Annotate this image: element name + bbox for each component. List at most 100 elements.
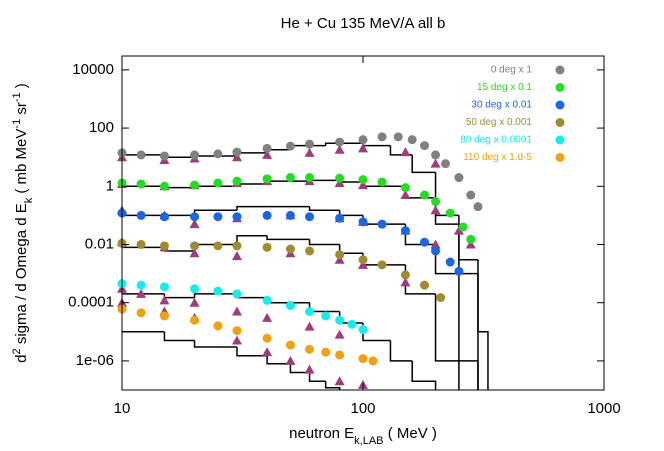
histogram-step [404, 264, 436, 295]
y-tick-label: 10000 [72, 61, 114, 78]
histogram-step [324, 142, 363, 146]
histogram-step [411, 360, 437, 390]
histogram-step [266, 235, 310, 241]
data-point [136, 308, 146, 318]
histogram-step [458, 273, 479, 390]
data-point [136, 210, 146, 220]
data-point [347, 319, 357, 329]
histogram-step [434, 293, 460, 390]
histogram-step [308, 206, 340, 212]
model-point [334, 329, 345, 339]
data-point [262, 210, 272, 220]
data-point [136, 280, 146, 290]
model-point [334, 144, 345, 154]
data-point [305, 139, 315, 149]
data-point [136, 150, 146, 160]
histogram-step [236, 293, 268, 299]
data-point [436, 293, 446, 303]
legend-label: 30 deg x 0.01 [471, 100, 532, 111]
legend-label: 110 deg x 1.d-5 [463, 152, 532, 163]
histogram-step [236, 234, 268, 245]
model-point [358, 180, 368, 190]
data-point [262, 242, 272, 252]
model-point [189, 219, 200, 229]
data-point [431, 197, 441, 207]
data-point [305, 173, 315, 183]
histogram-step [163, 293, 195, 299]
data-point [420, 141, 430, 151]
legend-marker [555, 153, 565, 162]
model-point [453, 225, 464, 235]
data-point [190, 284, 200, 294]
data-point [445, 208, 455, 218]
model-point [285, 355, 296, 365]
x-label-part: neutron E [289, 425, 354, 442]
data-point [232, 241, 242, 251]
model-point [304, 364, 315, 374]
y-label-part: sigma / d Omega d E [13, 203, 30, 348]
y-label-part: k [23, 197, 35, 203]
model-point [189, 297, 200, 307]
histogram-step [193, 293, 237, 298]
data-point [358, 135, 368, 145]
histogram-step [163, 247, 195, 252]
data-point [358, 354, 368, 364]
y-label-part: ( mb MeV [13, 129, 30, 198]
data-point [335, 350, 345, 360]
data-point [377, 132, 387, 142]
y-label-part: 2 [11, 348, 23, 354]
histogram-step [266, 355, 291, 365]
y-tick-label: 1 [106, 177, 114, 194]
y-label-part: -1 [11, 119, 23, 129]
data-point [368, 356, 378, 366]
data-point [358, 217, 368, 227]
histogram-step [324, 381, 341, 390]
data-point [232, 289, 242, 299]
histogram-step [289, 363, 310, 374]
legend-marker [555, 100, 565, 110]
data-point [213, 241, 223, 251]
data-point [159, 151, 169, 161]
model-point [189, 248, 200, 258]
y-label-part: ) [13, 83, 30, 92]
y-axis-label: d2 sigma / d Omega d Ek ( mb MeV-1 sr-1 … [11, 83, 35, 363]
data-point [213, 321, 223, 331]
model-point [465, 239, 476, 249]
data-point [232, 326, 242, 336]
data-point [321, 311, 331, 321]
data-point [190, 180, 200, 190]
data-point [305, 306, 315, 316]
model-point [159, 295, 170, 305]
x-tick-label: 1000 [587, 400, 620, 417]
data-point [431, 150, 441, 160]
model-point [231, 251, 242, 261]
y-label-part: sr [13, 102, 30, 119]
data-point [458, 222, 468, 232]
data-point [377, 219, 387, 229]
x-axis-label: neutron Ek,LAB ( MeV ) [289, 425, 437, 446]
legend-label: 80 deg x 0.0001 [460, 135, 532, 146]
data-point [321, 347, 331, 357]
data-point [400, 183, 410, 193]
chart-title: He + Cu 135 MeV/A all b [281, 15, 446, 32]
data-point [445, 257, 455, 267]
model-point [430, 239, 441, 249]
data-point [305, 344, 315, 354]
x-label-part: k,LAB [354, 435, 383, 446]
legend-label: 50 deg x 0.001 [466, 117, 533, 128]
data-point [159, 212, 169, 222]
data-point [335, 137, 345, 147]
x-label-part: ( MeV ) [384, 425, 437, 442]
histogram-step [411, 154, 436, 174]
x-tick-label: 10 [114, 400, 131, 417]
data-point [285, 210, 295, 220]
histogram-step [308, 302, 340, 313]
data-point [213, 178, 223, 188]
data-point [420, 190, 430, 200]
histogram-step [477, 259, 489, 390]
data-point [400, 226, 410, 236]
data-point [232, 147, 242, 157]
data-point [262, 295, 272, 305]
histogram-step [163, 186, 195, 189]
